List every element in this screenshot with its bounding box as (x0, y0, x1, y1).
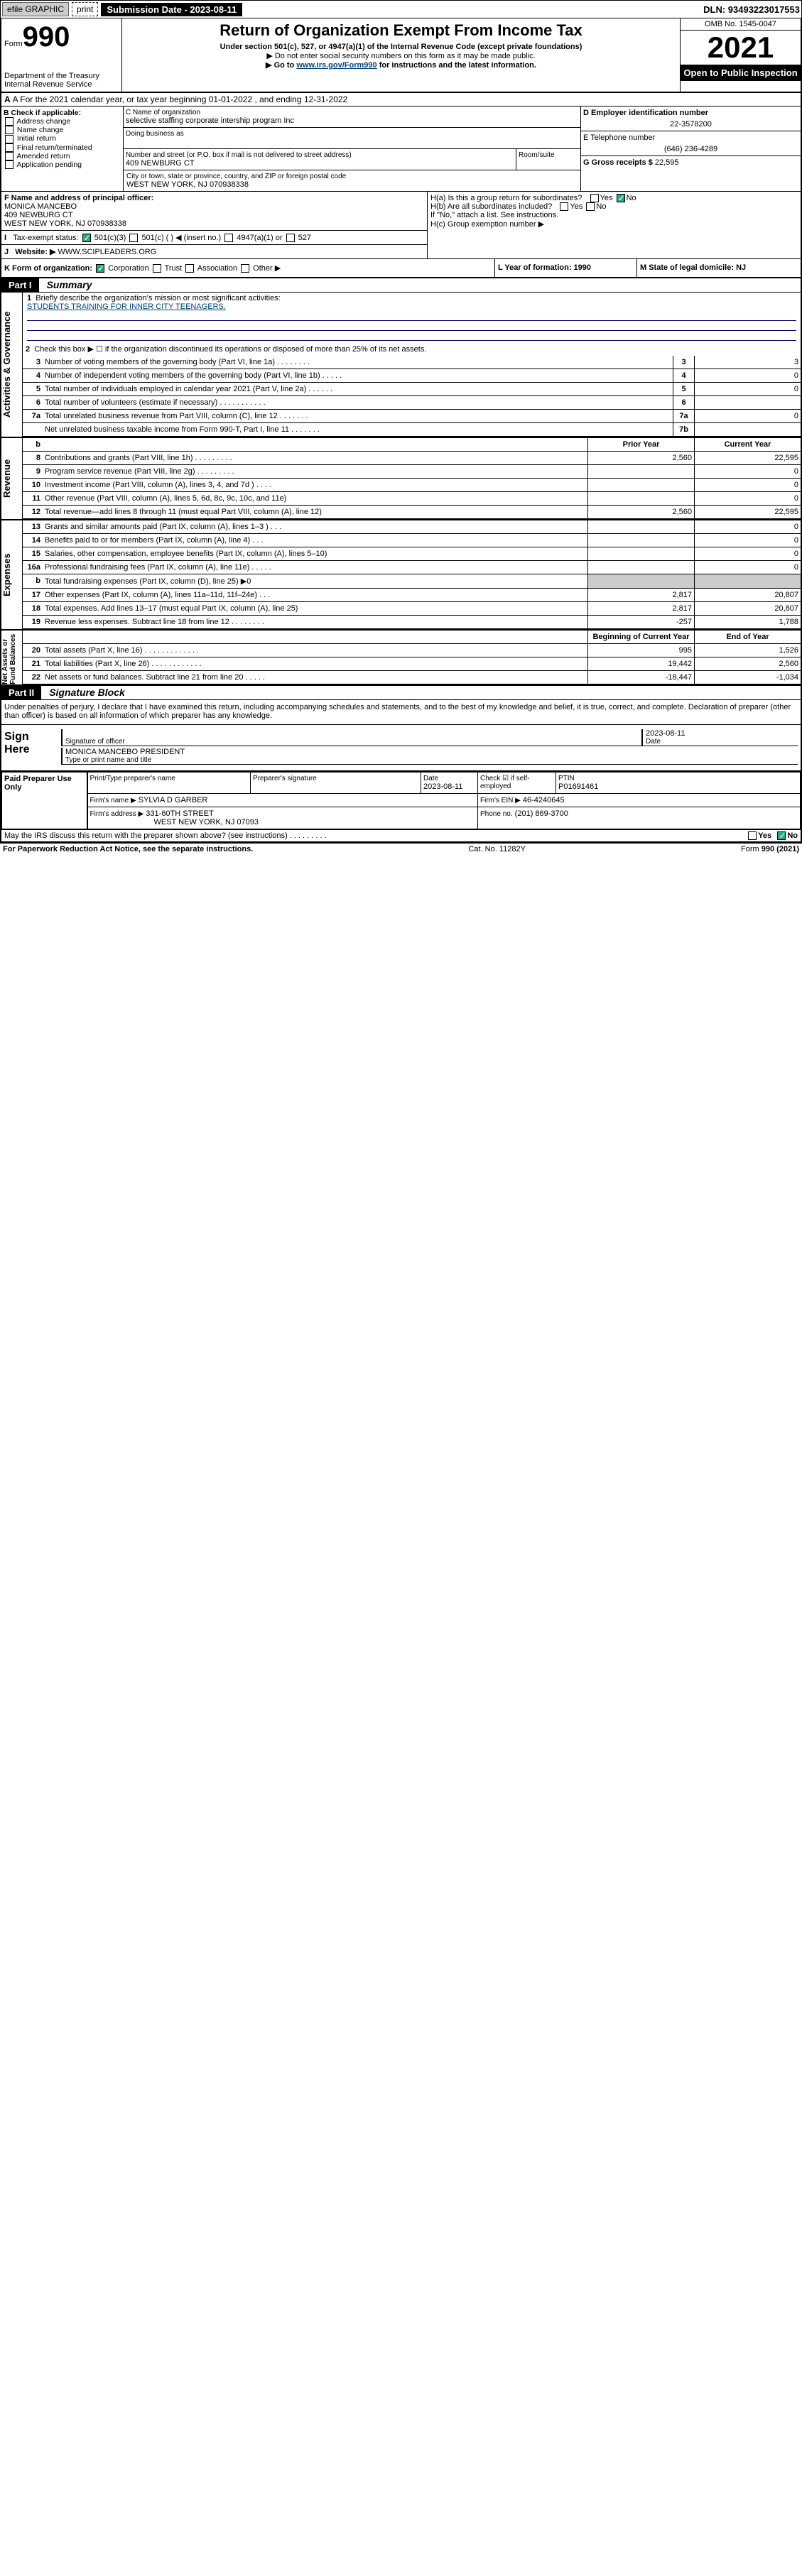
sig-date-label: Date (646, 738, 798, 746)
c-name-label: C Name of organization (126, 109, 578, 116)
side-expenses: Expenses (1, 520, 12, 629)
line-l: L Year of formation: 1990 (495, 259, 637, 277)
col-prior: Prior Year (587, 438, 694, 451)
line-k: K Form of organization: Corporation Trus… (1, 259, 495, 277)
d-label: D Employer identification number (583, 109, 708, 117)
f-label: F Name and address of principal officer: (4, 194, 153, 202)
dept-label: Department of the Treasury Internal Reve… (4, 72, 119, 89)
part-ii-tag: Part II (1, 686, 41, 699)
mission-q: Briefly describe the organization's miss… (36, 294, 280, 302)
gross-receipts: 22,595 (655, 158, 679, 167)
side-net: Net Assets or Fund Balances (1, 631, 17, 684)
submission-date: Submission Date - 2023-08-11 (101, 3, 242, 16)
dba-label: Doing business as (126, 130, 578, 138)
h-a: H(a) Is this a group return for subordin… (430, 194, 798, 202)
street-label: Number and street (or P.O. box if mail i… (126, 151, 514, 159)
print-button[interactable]: print (72, 2, 98, 16)
col-end: End of Year (694, 631, 801, 643)
efile-button[interactable]: efile GRAPHIC (2, 2, 69, 16)
line-2: 2 Check this box ▶ ☐ if the organization… (23, 342, 801, 356)
phone: (646) 236-4289 (583, 142, 798, 153)
col-current: Current Year (694, 438, 801, 451)
irs-discuss: May the IRS discuss this return with the… (1, 829, 801, 841)
side-governance: Activities & Governance (1, 293, 12, 437)
line-m: M State of legal domicile: NJ (637, 259, 801, 277)
name-title-label: Type or print name and title (65, 756, 798, 764)
page-footer: For Paperwork Reduction Act Notice, see … (0, 843, 802, 855)
paid-preparer-label: Paid Preparer Use Only (2, 773, 87, 829)
perjury-text: Under penalties of perjury, I declare th… (1, 700, 801, 725)
subtitle-1: Under section 501(c), 527, or 4947(a)(1)… (125, 43, 677, 51)
part-i-tag: Part I (1, 278, 39, 292)
line-a: A A For the 2021 calendar year, or tax y… (1, 93, 801, 107)
dln: DLN: 93493223017553 (703, 4, 800, 15)
officer-name-title: MONICA MANCEBO PRESIDENT (65, 748, 798, 756)
line-i: I Tax-exempt status: 501(c)(3) 501(c) ( … (1, 230, 427, 244)
open-inspection: Open to Public Inspection (681, 65, 801, 81)
room-label: Room/suite (519, 151, 578, 159)
subtitle-3: ▶ Go to www.irs.gov/Form990 for instruct… (125, 60, 677, 70)
city-label: City or town, state or province, country… (126, 173, 578, 180)
part-i-title: Summary (41, 279, 92, 290)
h-hint: If "No," attach a list. See instructions… (430, 211, 798, 219)
sig-date-val: 2023-08-11 (646, 729, 798, 738)
form-word: Form (4, 40, 23, 48)
form-body: Form990 Department of the Treasury Inter… (0, 18, 802, 843)
section-b: B Check if applicable: Address change Na… (1, 107, 124, 191)
city: WEST NEW YORK, NJ 070938338 (126, 180, 578, 189)
e-label: E Telephone number (583, 133, 798, 142)
tax-year: 2021 (681, 31, 801, 65)
h-c: H(c) Group exemption number ▶ (430, 219, 798, 229)
g-label: G Gross receipts $ (583, 158, 653, 167)
officer-addr1: 409 NEWBURG CT (4, 211, 73, 219)
mission-text: STUDENTS TRAINING FOR INNER CITY TEENAGE… (27, 302, 226, 311)
line-j: J Website: ▶ WWW.SCIPLEADERS.ORG (1, 244, 427, 258)
omb: OMB No. 1545-0047 (681, 18, 801, 31)
form-number: 990 (23, 21, 70, 53)
irs-link[interactable]: www.irs.gov/Form990 (296, 61, 376, 70)
org-name: selective staffing corporate intership p… (126, 116, 578, 125)
part-ii-title: Signature Block (43, 687, 125, 698)
sign-here-label: Sign Here (1, 725, 58, 770)
street: 409 NEWBURG CT (126, 159, 514, 168)
h-b: H(b) Are all subordinates included? Yes … (430, 202, 798, 211)
officer-name: MONICA MANCEBO (4, 202, 77, 211)
ein: 22-3578200 (583, 117, 798, 129)
col-begin: Beginning of Current Year (587, 631, 694, 643)
form-title: Return of Organization Exempt From Incom… (125, 21, 677, 40)
officer-addr2: WEST NEW YORK, NJ 070938338 (4, 219, 126, 228)
preparer-table: Paid Preparer Use Only Print/Type prepar… (1, 772, 801, 829)
sig-officer-label: Signature of officer (65, 738, 641, 746)
side-revenue: Revenue (1, 438, 12, 519)
subtitle-2: ▶ Do not enter social security numbers o… (125, 51, 677, 60)
top-toolbar: efile GRAPHIC print Submission Date - 20… (0, 0, 802, 18)
